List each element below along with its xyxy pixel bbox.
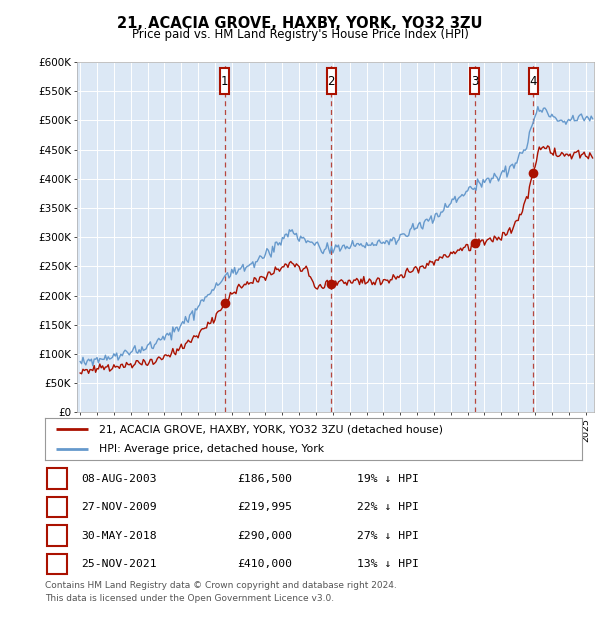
Text: 25-NOV-2021: 25-NOV-2021 xyxy=(81,559,157,569)
Text: 2: 2 xyxy=(53,502,61,512)
Text: 4: 4 xyxy=(530,75,537,88)
Bar xyxy=(326,68,336,94)
Text: £410,000: £410,000 xyxy=(237,559,292,569)
Text: 08-AUG-2003: 08-AUG-2003 xyxy=(81,474,157,484)
Text: 19% ↓ HPI: 19% ↓ HPI xyxy=(357,474,419,484)
Text: 27% ↓ HPI: 27% ↓ HPI xyxy=(357,531,419,541)
Text: 22% ↓ HPI: 22% ↓ HPI xyxy=(357,502,419,512)
Text: 27-NOV-2009: 27-NOV-2009 xyxy=(81,502,157,512)
Text: This data is licensed under the Open Government Licence v3.0.: This data is licensed under the Open Gov… xyxy=(45,593,334,603)
Text: 3: 3 xyxy=(53,531,61,541)
Text: 1: 1 xyxy=(221,75,229,88)
Text: 4: 4 xyxy=(53,559,61,569)
Text: £186,500: £186,500 xyxy=(237,474,292,484)
Text: 3: 3 xyxy=(471,75,478,88)
Text: 30-MAY-2018: 30-MAY-2018 xyxy=(81,531,157,541)
Text: 21, ACACIA GROVE, HAXBY, YORK, YO32 3ZU (detached house): 21, ACACIA GROVE, HAXBY, YORK, YO32 3ZU … xyxy=(98,424,443,434)
Bar xyxy=(470,68,479,94)
Text: Contains HM Land Registry data © Crown copyright and database right 2024.: Contains HM Land Registry data © Crown c… xyxy=(45,581,397,590)
Text: 2: 2 xyxy=(328,75,335,88)
Text: £290,000: £290,000 xyxy=(237,531,292,541)
Text: HPI: Average price, detached house, York: HPI: Average price, detached house, York xyxy=(98,445,324,454)
Text: 1: 1 xyxy=(53,474,61,484)
Text: £219,995: £219,995 xyxy=(237,502,292,512)
Text: 21, ACACIA GROVE, HAXBY, YORK, YO32 3ZU: 21, ACACIA GROVE, HAXBY, YORK, YO32 3ZU xyxy=(117,16,483,31)
Text: Price paid vs. HM Land Registry's House Price Index (HPI): Price paid vs. HM Land Registry's House … xyxy=(131,28,469,41)
Bar xyxy=(529,68,538,94)
Text: 13% ↓ HPI: 13% ↓ HPI xyxy=(357,559,419,569)
Bar xyxy=(220,68,229,94)
